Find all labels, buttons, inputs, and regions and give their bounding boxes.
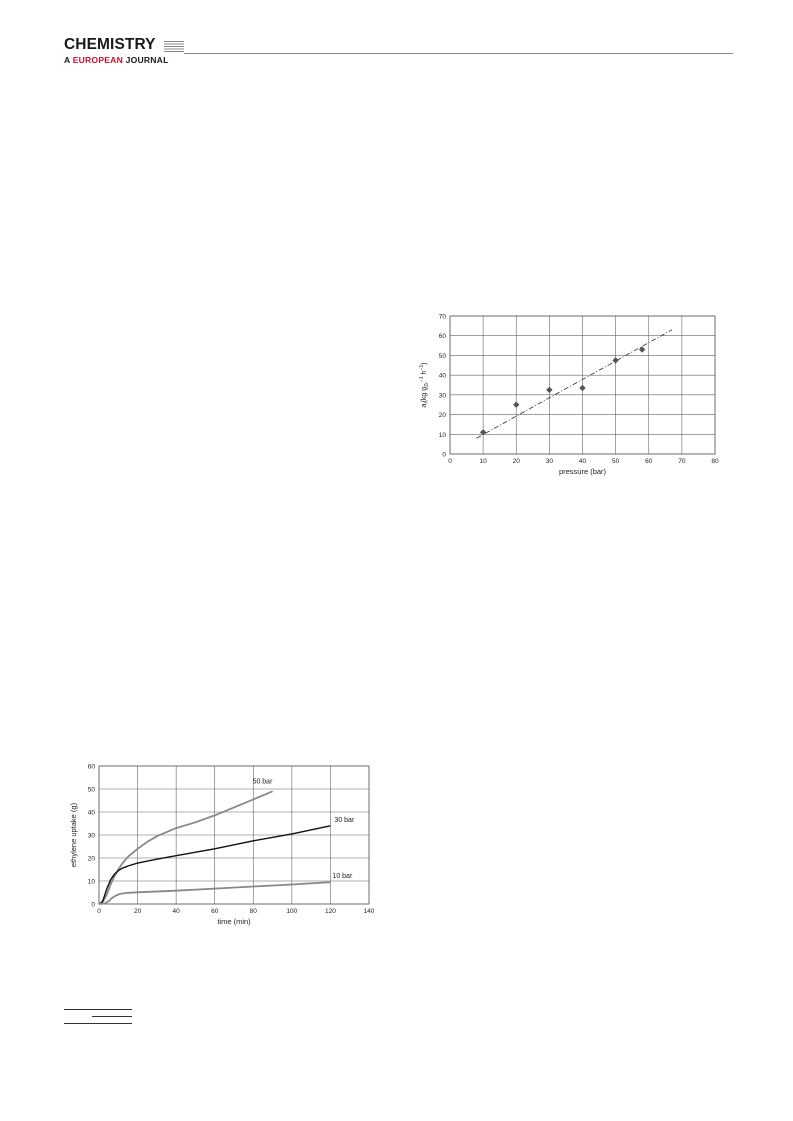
activity-vs-pressure-chart: 0 10 20 30 40 50 60 70 0 10 20 30 40 50 60 70 80 pressure…: [419, 314, 719, 477]
y-tick-label: 10: [439, 432, 447, 439]
ethylene-uptake-chart: 0 10 20 30 40 50 60 0 20 40 60 80 100 120 140 time (min…: [69, 764, 375, 927]
y-tick-label: 0: [91, 902, 95, 909]
x-tick-label: 80: [711, 458, 719, 465]
title-decoration-lines: [164, 41, 184, 52]
y-axis-label-part: −1: [419, 365, 425, 371]
x-tick-label: 0: [97, 908, 101, 915]
x-tick-label: 60: [211, 908, 219, 915]
x-tick-label: 30: [546, 458, 554, 465]
x-tick-label: 0: [448, 458, 452, 465]
series-label: 10 bar: [332, 873, 353, 880]
y-tick-label: 60: [88, 764, 96, 771]
y-tick-label: 30: [88, 833, 96, 840]
y-tick-label: 50: [439, 353, 447, 360]
x-tick-label: 70: [678, 458, 686, 465]
x-tick-label: 20: [134, 908, 142, 915]
data-point: [513, 401, 520, 408]
y-axis-label-part: −1: [419, 376, 425, 382]
data-point: [479, 429, 487, 436]
data-point: [612, 357, 619, 364]
y-tick-label: 50: [88, 787, 96, 794]
x-tick-label: 140: [364, 908, 375, 915]
series-label: 50 bar: [253, 778, 274, 785]
y-axis-label-part: h: [421, 370, 428, 376]
x-tick-label: 50: [612, 458, 620, 465]
footnote-rule-top: [64, 1009, 132, 1010]
series-line-50-bar: [98, 790, 273, 905]
series-line-30-bar: [98, 825, 331, 905]
x-tick-label: 80: [250, 908, 258, 915]
y-tick-label: 10: [88, 879, 96, 886]
y-tick-label: 20: [439, 412, 447, 419]
x-tick-label: 60: [645, 458, 653, 465]
y-tick-label: 60: [439, 333, 447, 340]
footnote-rule-middle: [92, 1016, 132, 1017]
y-tick-label: 70: [439, 314, 447, 321]
x-tick-label: 10: [480, 458, 488, 465]
series-line-10-bar: [98, 881, 331, 905]
journal-title: CHEMISTRY: [64, 36, 156, 53]
x-tick-label: 20: [513, 458, 521, 465]
y-tick-label: 40: [88, 810, 96, 817]
y-axis-label-part: Zr: [424, 382, 430, 387]
y-axis-label-part: i: [424, 402, 430, 404]
journal-subtitle-accent: EUROPEAN: [72, 55, 123, 65]
data-point: [579, 384, 586, 392]
header-rule: [184, 53, 733, 54]
x-tick-label: 40: [173, 908, 181, 915]
x-tick-label: 40: [579, 458, 587, 465]
y-tick-label: 20: [88, 856, 96, 863]
x-axis-label: time (min): [217, 917, 251, 926]
y-tick-label: 0: [442, 452, 446, 459]
y-tick-label: 30: [439, 392, 447, 399]
journal-subtitle-suffix: JOURNAL: [123, 55, 169, 65]
data-point: [546, 386, 553, 394]
y-axis-label: ai(kg gZr−1 h−1): [419, 363, 430, 408]
y-axis-label: ethylene uptake (g): [69, 802, 78, 867]
y-axis-label-part: (kg g: [421, 387, 428, 403]
x-tick-label: 100: [286, 908, 297, 915]
y-axis-label-part: ): [421, 363, 428, 365]
data-point: [638, 346, 646, 353]
journal-subtitle-prefix: A: [64, 55, 73, 65]
series-label: 30 bar: [334, 817, 355, 824]
y-axis-label-part: a: [421, 403, 428, 407]
x-tick-label: 120: [325, 908, 336, 915]
trendline: [476, 329, 673, 439]
y-tick-label: 40: [439, 373, 447, 380]
x-axis-label: pressure (bar): [559, 467, 607, 476]
footnote-rule-bottom: [64, 1023, 132, 1024]
journal-subtitle: A EUROPEAN JOURNAL: [64, 55, 169, 65]
